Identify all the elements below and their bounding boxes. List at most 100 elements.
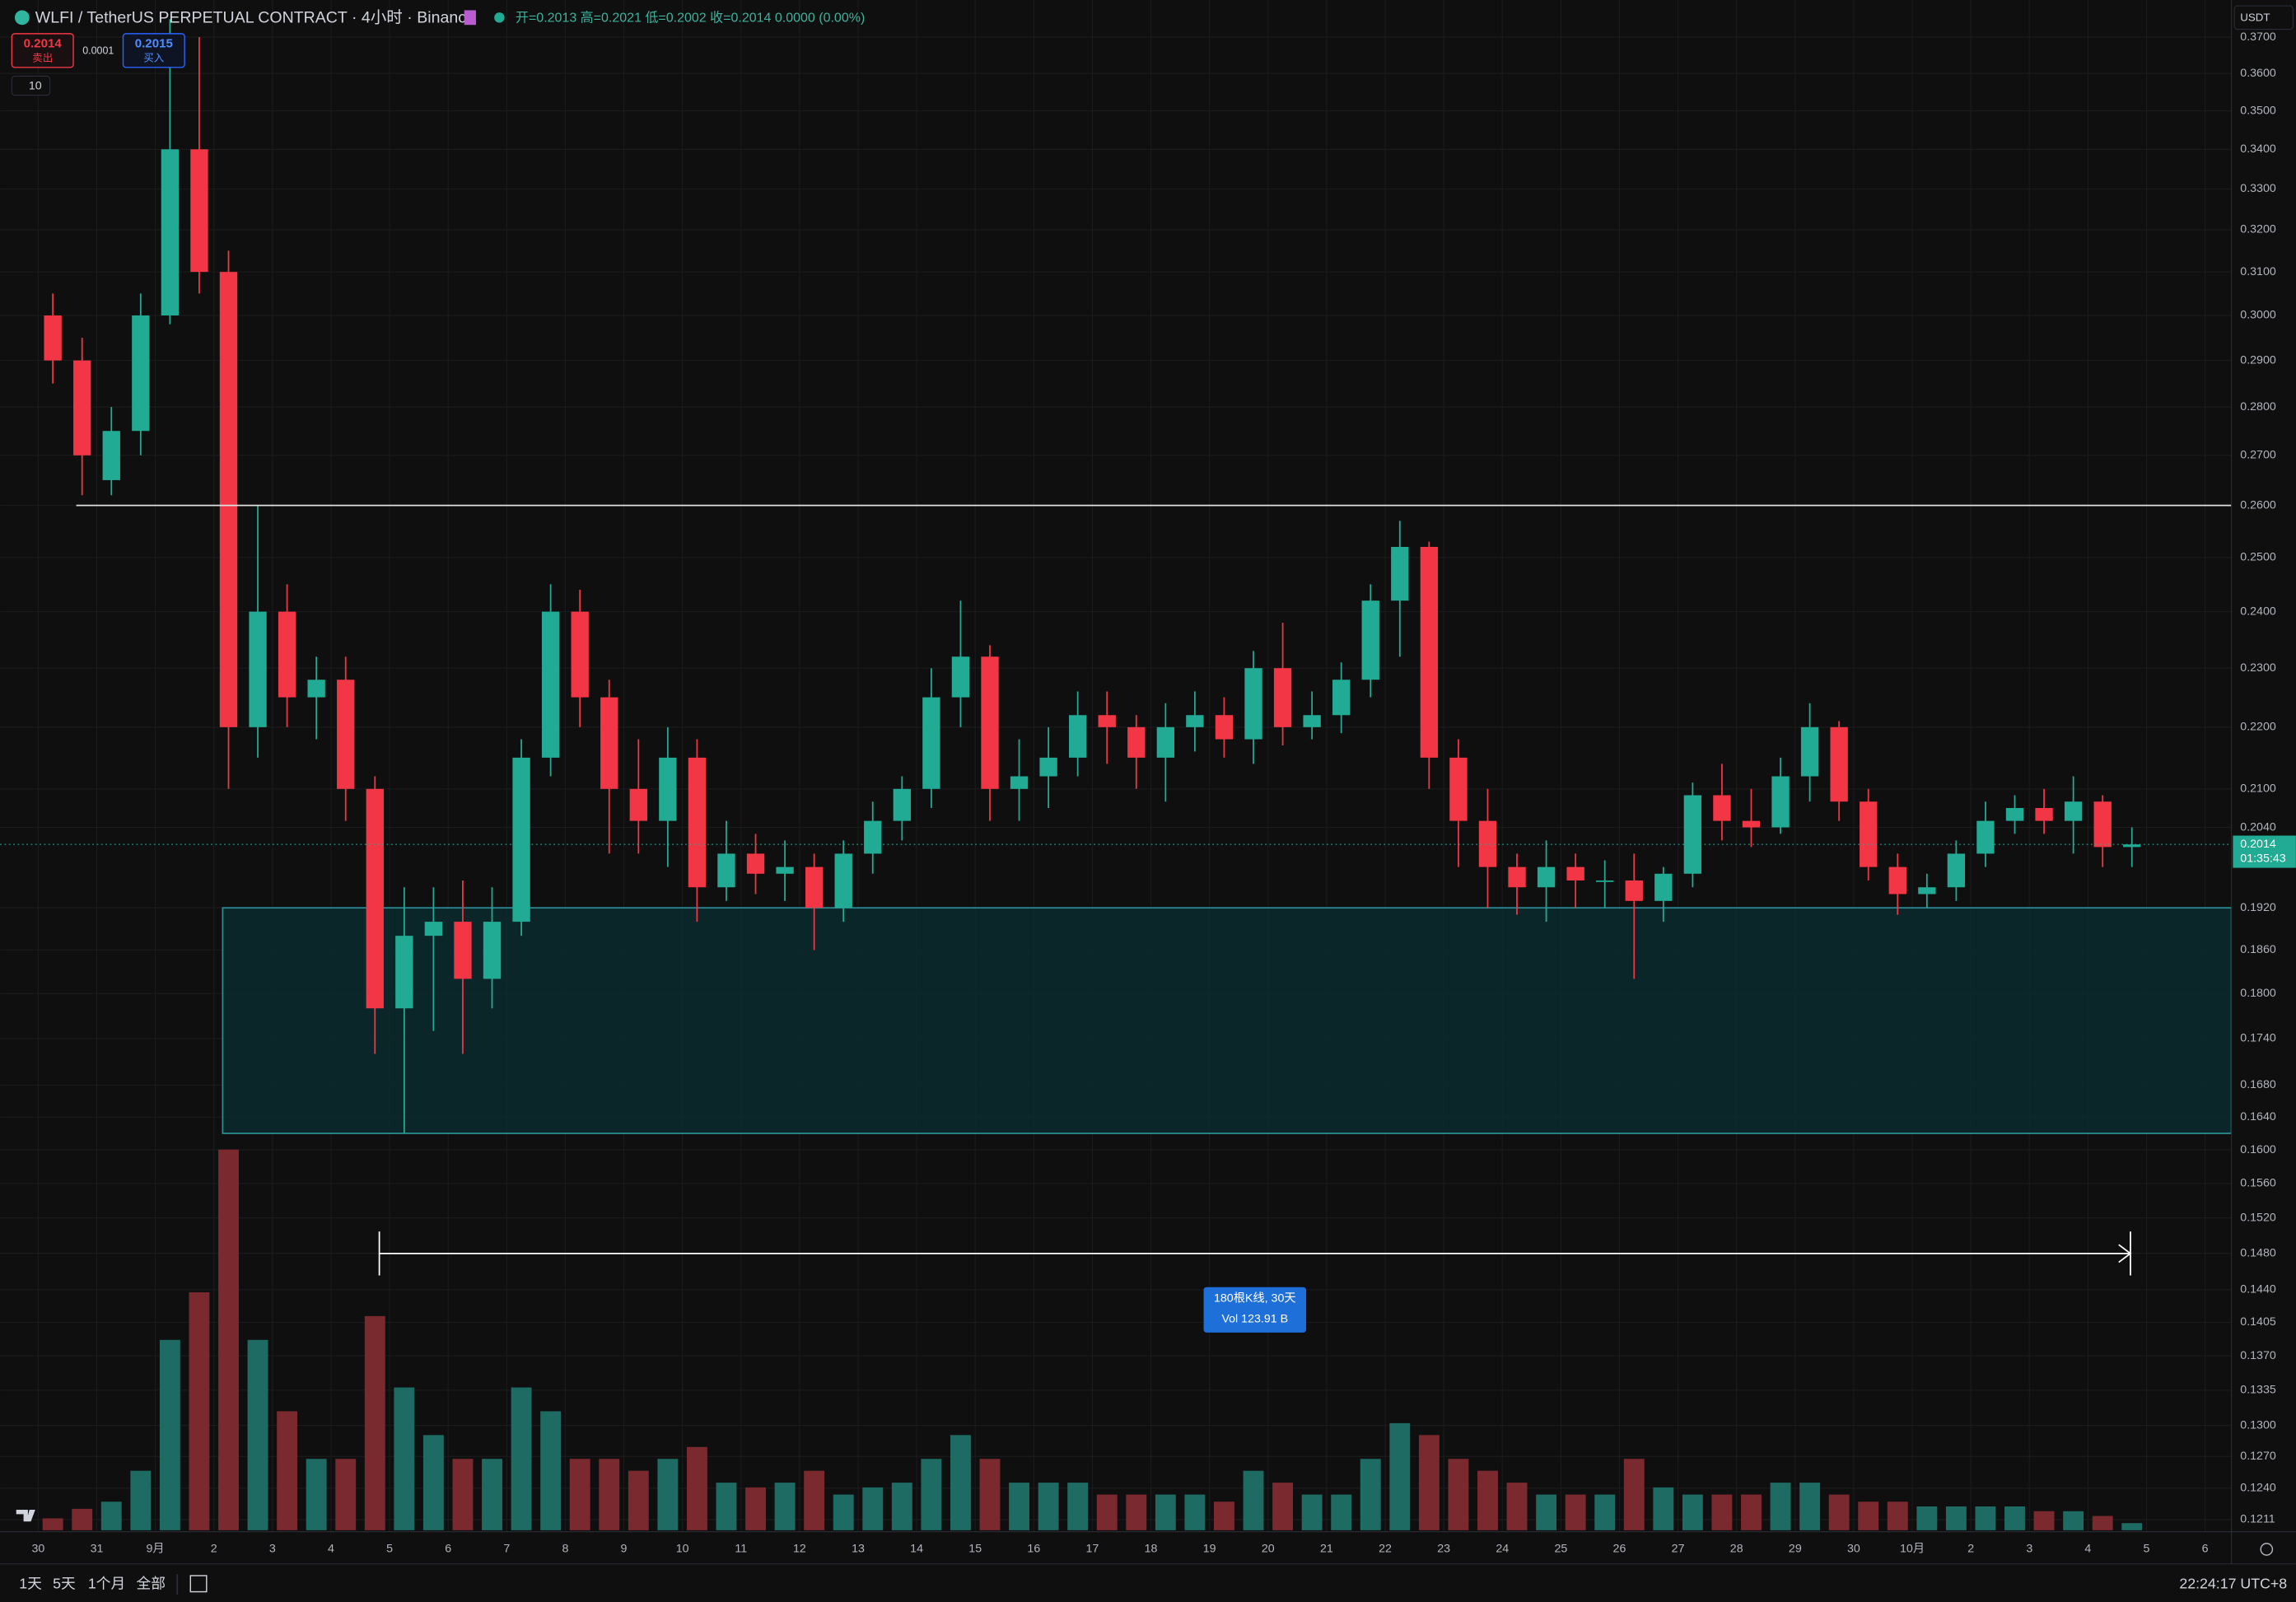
tv-logo[interactable] [16,1509,35,1522]
volume-bar [1214,1502,1234,1530]
indicator-toggle[interactable] [11,75,51,96]
y-tick-label: 0.3100 [2240,265,2276,278]
candle-body [600,697,618,789]
candle-body [454,922,472,979]
volume-bar [745,1487,766,1530]
range-button[interactable]: 1个月 [88,1575,125,1591]
volume-bar [1682,1494,1703,1530]
volume-bar [2121,1523,2143,1530]
volume-bar [2063,1511,2084,1530]
y-tick-label: 0.2600 [2240,498,2276,511]
volume-bar [1828,1494,1850,1530]
candle-body [1068,715,1087,758]
volume-bar [1448,1459,1469,1530]
y-tick-label: 0.3400 [2240,142,2276,156]
price-tag-countdown: 01:35:43 [2240,852,2285,866]
x-tick-label: 13 [852,1543,865,1556]
symbol-title: WLFI / TetherUS PERPETUAL CONTRACT · 4小时… [35,8,475,26]
volume-bar [1009,1483,1029,1530]
volume-bar [72,1508,93,1530]
candle-body [893,788,911,821]
y-tick-label: 0.2500 [2240,551,2276,564]
candle-body [805,866,824,908]
candle-body [659,757,677,821]
x-tick-label: 17 [1086,1543,1099,1556]
volume-bar [774,1483,796,1530]
volume-bar [394,1387,415,1530]
y-tick-label: 0.1335 [2240,1384,2276,1397]
volume-bar [247,1339,268,1530]
y-tick-label: 0.1560 [2240,1177,2276,1190]
candle-body [864,820,882,854]
candle-body [688,757,707,888]
currency-select[interactable] [2233,5,2294,30]
status-dot [494,12,505,23]
candle-body [102,431,120,480]
footer: 1天 5天 1个月 全部 22:24:17 UTC+8 [16,1509,2287,1595]
y-tick-label: 0.1270 [2240,1450,2276,1463]
y-tick-label: 0.3600 [2240,67,2276,80]
support-zone [222,907,2233,1134]
volume-bar [452,1459,474,1530]
volume-bar [1799,1483,1821,1530]
volume-bar [1038,1483,1059,1530]
x-tick-label: 23 [1437,1543,1450,1556]
measure-label-box [1203,1287,1307,1333]
candle-body [161,149,180,315]
volume-bar [1126,1494,1147,1530]
volume-bar [1594,1494,1616,1530]
candle-body [1508,866,1526,888]
volume-bar [716,1483,737,1530]
y-tick-label: 0.3500 [2240,104,2276,117]
x-tick-label: 27 [1672,1543,1685,1556]
candle-body [1683,795,1702,874]
settings-icon[interactable] [2260,1543,2274,1556]
volume-bar [2004,1506,2025,1530]
volume-bar [1301,1494,1323,1530]
candle-body [776,866,794,874]
candle-body [746,853,765,874]
range-button[interactable]: 1天 [19,1575,42,1591]
candle-body [1888,866,1906,894]
candle-body [1625,880,1643,901]
x-tick-label: 7 [503,1543,510,1556]
y-tick-label: 0.1480 [2240,1246,2276,1259]
range-button[interactable]: 5天 [53,1575,76,1591]
y-tick-label: 0.2700 [2240,449,2276,462]
buy-button[interactable] [122,33,185,68]
x-tick-label: 29 [1789,1543,1802,1556]
volume-bar [599,1459,620,1530]
x-tick-label: 3 [2026,1543,2032,1556]
y-tick-label: 0.1860 [2240,943,2276,956]
x-tick-label: 5 [2144,1543,2150,1556]
volume-bar [306,1459,327,1530]
volume-bar [1331,1494,1352,1530]
date-range-icon[interactable] [189,1575,208,1593]
volume-bar [130,1470,152,1530]
flag[interactable] [464,10,476,26]
x-tick-label: 18 [1145,1543,1158,1556]
y-tick-label: 0.2800 [2240,400,2276,413]
volume-bar [686,1446,707,1530]
y-tick-label: 0.2300 [2240,661,2276,675]
buy-label: 买入 [143,52,164,63]
sell-button[interactable] [11,33,74,68]
price-tag [2233,835,2296,868]
sell-price: 0.2014 [24,36,63,50]
range-button[interactable]: 全部 [136,1575,166,1591]
volume-bar [482,1459,502,1530]
volume-bar [1067,1483,1089,1530]
price-pane: 180根K线, 30天 Vol 123.91 B [0,19,2232,1333]
x-tick-label: 31 [91,1543,104,1556]
candle-body [1303,715,1321,727]
volume-bar [1184,1494,1206,1530]
x-tick-label: 9 [621,1543,628,1556]
volume-bar [1770,1483,1791,1530]
candle-body [922,697,940,789]
candle-body [1537,866,1556,888]
volume-bar [628,1470,649,1530]
candle-body [1186,715,1204,727]
y-tick-label: 0.3200 [2240,223,2276,236]
